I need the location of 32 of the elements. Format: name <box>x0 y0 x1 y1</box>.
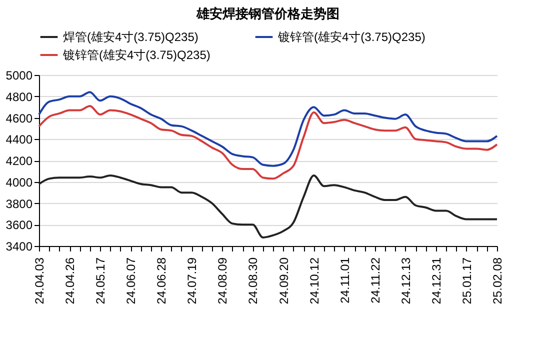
x-tick-label: 24.12.31 <box>429 257 444 304</box>
x-tick-label: 24.11.22 <box>368 257 382 304</box>
x-tick-label: 24.05.17 <box>94 257 108 304</box>
y-tick-label: 3600 <box>6 218 33 232</box>
y-tick-label: 4000 <box>6 175 33 190</box>
legend-label: 镀锌管(雄安4寸(3.75)Q235) <box>277 30 426 44</box>
legend-label: 镀锌管(雄安4寸(3.75)Q235) <box>62 48 210 62</box>
x-tick-label: 24.08.30 <box>246 257 260 304</box>
chart-title: 雄安焊接钢管价格走势图 <box>196 6 340 21</box>
line-series <box>38 174 498 238</box>
x-tick-label: 24.08.09 <box>216 257 230 304</box>
x-tick-label: 24.07.19 <box>185 257 200 304</box>
y-tick-label: 4200 <box>6 154 33 168</box>
y-tick-label: 5000 <box>6 68 33 82</box>
x-tick-label: 24.12.13 <box>398 257 413 304</box>
x-tick-label: 24.04.03 <box>32 257 46 304</box>
x-tick-label: 24.09.20 <box>276 257 291 304</box>
legend-label: 焊管(雄安4寸(3.75)Q235) <box>63 30 198 44</box>
y-tick-label: 4400 <box>6 132 33 147</box>
line-series <box>38 104 498 180</box>
x-tick-label: 24.06.28 <box>154 257 169 304</box>
y-tick-label: 4800 <box>6 90 33 104</box>
x-tick-label: 24.06.07 <box>124 257 138 304</box>
x-tick-label: 25.01.17 <box>460 257 474 304</box>
y-tick-label: 3400 <box>6 240 33 254</box>
line-series <box>38 91 498 167</box>
y-tick-label: 4600 <box>6 111 33 126</box>
x-tick-label: 24.04.26 <box>63 257 78 304</box>
y-tick-label: 3800 <box>6 196 33 211</box>
x-tick-label: 24.10.12 <box>307 257 322 304</box>
x-tick-label: 24.11.01 <box>338 257 352 304</box>
x-tick-label: 25.02.08 <box>490 257 504 304</box>
